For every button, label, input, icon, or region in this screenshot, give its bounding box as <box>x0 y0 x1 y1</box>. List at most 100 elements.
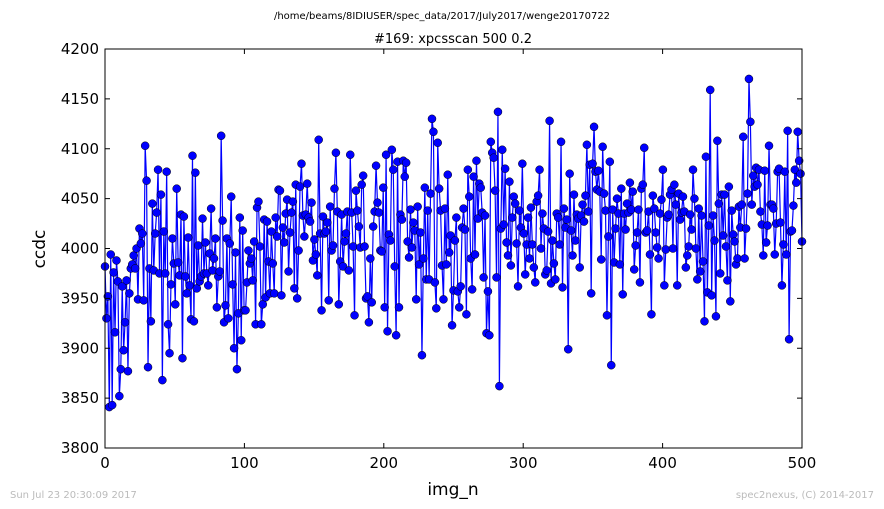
data-point <box>119 346 128 355</box>
data-point <box>341 229 351 238</box>
data-point <box>268 259 278 268</box>
data-point <box>146 317 156 326</box>
data-point <box>125 289 134 298</box>
data-point <box>476 183 485 192</box>
data-point <box>334 300 344 309</box>
data-point <box>426 189 435 198</box>
data-point <box>759 251 768 260</box>
data-point <box>433 138 442 148</box>
data-point <box>599 189 609 198</box>
data-point <box>450 236 460 245</box>
data-point <box>368 222 378 231</box>
data-point <box>317 306 326 315</box>
data-point <box>417 350 427 360</box>
data-point <box>756 207 765 216</box>
data-point <box>714 199 724 208</box>
data-point <box>255 242 265 251</box>
data-point <box>495 381 504 391</box>
data-point <box>642 226 652 235</box>
data-point <box>538 209 547 218</box>
data-point <box>297 159 306 168</box>
data-point <box>244 246 253 255</box>
data-point <box>697 211 706 220</box>
data-point <box>350 311 359 320</box>
y-tick-label: 3800 <box>61 439 99 457</box>
data-point <box>654 254 663 263</box>
data-point <box>579 217 589 226</box>
data-point <box>611 224 620 233</box>
data-point <box>556 137 566 147</box>
data-point <box>670 180 679 189</box>
data-point <box>483 287 493 296</box>
data-point <box>738 132 748 142</box>
data-point <box>566 226 576 235</box>
data-point <box>628 187 638 196</box>
data-point <box>166 280 176 289</box>
data-point <box>559 204 569 213</box>
data-point <box>584 207 593 216</box>
data-point <box>381 150 391 159</box>
data-point <box>198 214 207 223</box>
data-point <box>456 282 465 291</box>
data-point <box>136 239 146 248</box>
data-point <box>140 141 150 151</box>
data-point <box>631 241 640 250</box>
data-point <box>390 262 399 271</box>
data-point <box>238 226 247 235</box>
data-point <box>781 250 791 259</box>
data-point <box>549 259 559 268</box>
data-point <box>617 184 626 193</box>
data-point <box>588 159 597 168</box>
data-point <box>528 240 537 249</box>
data-point <box>485 331 494 340</box>
data-point <box>508 213 517 222</box>
data-point <box>607 360 616 370</box>
data-point <box>787 226 797 235</box>
data-point <box>687 225 696 234</box>
y-tick-label: 3850 <box>61 389 99 407</box>
data-point <box>733 254 742 263</box>
data-point <box>107 400 117 410</box>
data-point <box>307 198 316 207</box>
data-point <box>183 233 193 242</box>
data-point <box>416 228 425 237</box>
data-point <box>313 271 322 280</box>
data-point <box>622 199 632 208</box>
data-point <box>236 336 246 345</box>
data-point <box>533 191 543 200</box>
data-point <box>698 257 708 266</box>
data-point <box>404 253 414 262</box>
data-point <box>189 317 199 326</box>
data-point <box>726 297 735 306</box>
data-point <box>635 278 645 287</box>
data-point <box>601 206 610 215</box>
data-point <box>380 303 389 312</box>
data-point <box>638 180 648 189</box>
data-point <box>150 229 160 238</box>
x-axis-label: img_n <box>427 480 478 500</box>
data-point <box>657 195 666 204</box>
data-point <box>287 208 296 217</box>
y-tick-label: 3900 <box>61 339 99 357</box>
data-point <box>160 269 170 278</box>
file-path: /home/beams/8IDIUSER/spec_data/2017/July… <box>274 11 610 22</box>
data-point <box>165 348 174 358</box>
data-point <box>115 391 124 401</box>
data-point <box>218 216 227 225</box>
data-point <box>269 289 279 298</box>
data-point <box>407 243 417 252</box>
data-point <box>586 289 596 298</box>
y-tick-label: 4050 <box>61 190 99 208</box>
data-point <box>777 281 787 290</box>
data-point <box>432 304 441 313</box>
data-point <box>427 114 437 124</box>
data-point <box>142 176 151 185</box>
data-point <box>615 260 625 269</box>
x-tick-label: 200 <box>369 454 398 472</box>
data-point <box>469 172 478 181</box>
data-point <box>535 165 544 174</box>
data-point <box>486 137 496 147</box>
data-point <box>571 236 580 245</box>
data-point <box>106 250 115 259</box>
